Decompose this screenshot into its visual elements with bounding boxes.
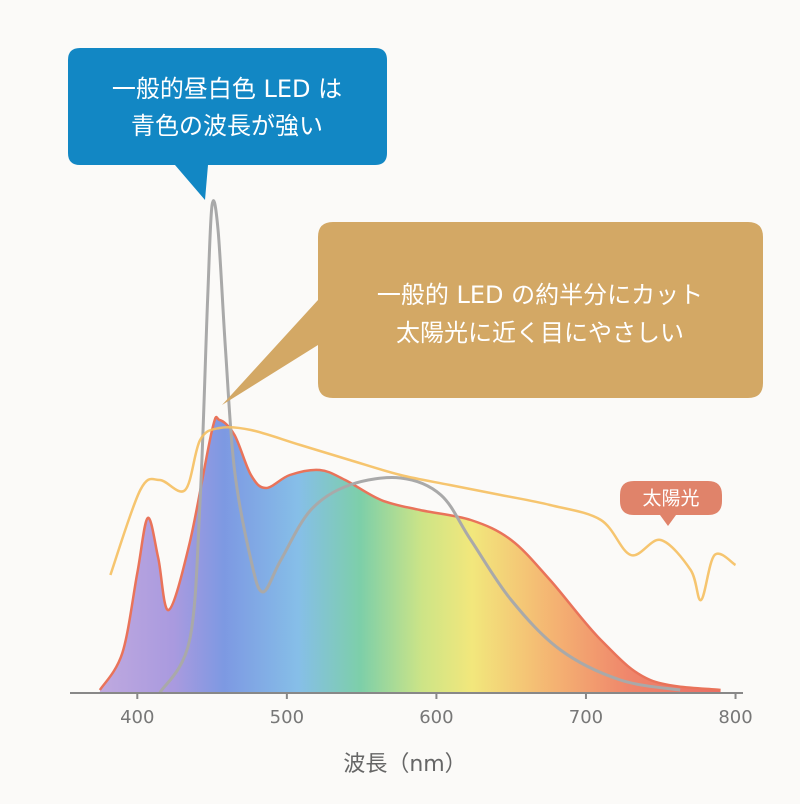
x-axis-label: 波長（nm）: [343, 752, 466, 777]
callout-text: 一般的 LED の約半分にカット: [377, 281, 703, 309]
series-line: [98, 415, 721, 692]
series-label: 太陽光: [642, 488, 699, 510]
x-tick-label: 800: [718, 707, 752, 728]
plot-area: 400 500 600 700 800: [70, 199, 753, 728]
series-label-box: [620, 481, 722, 526]
spectrum-area: [99, 416, 721, 693]
x-tick-label: 500: [270, 707, 304, 728]
x-tick-label: 600: [419, 707, 453, 728]
callout-box: [68, 48, 387, 200]
series-line: [109, 425, 737, 602]
callout-text: 一般的昼白色 LED は: [112, 75, 342, 103]
x-tick-label: 400: [120, 707, 154, 728]
callout-text: 太陽光に近く目にやさしい: [396, 319, 684, 347]
callout-text: 青色の波長が強い: [131, 112, 323, 140]
callout-box: [222, 222, 763, 405]
x-tick-label: 700: [569, 707, 603, 728]
series-line: [158, 199, 681, 694]
